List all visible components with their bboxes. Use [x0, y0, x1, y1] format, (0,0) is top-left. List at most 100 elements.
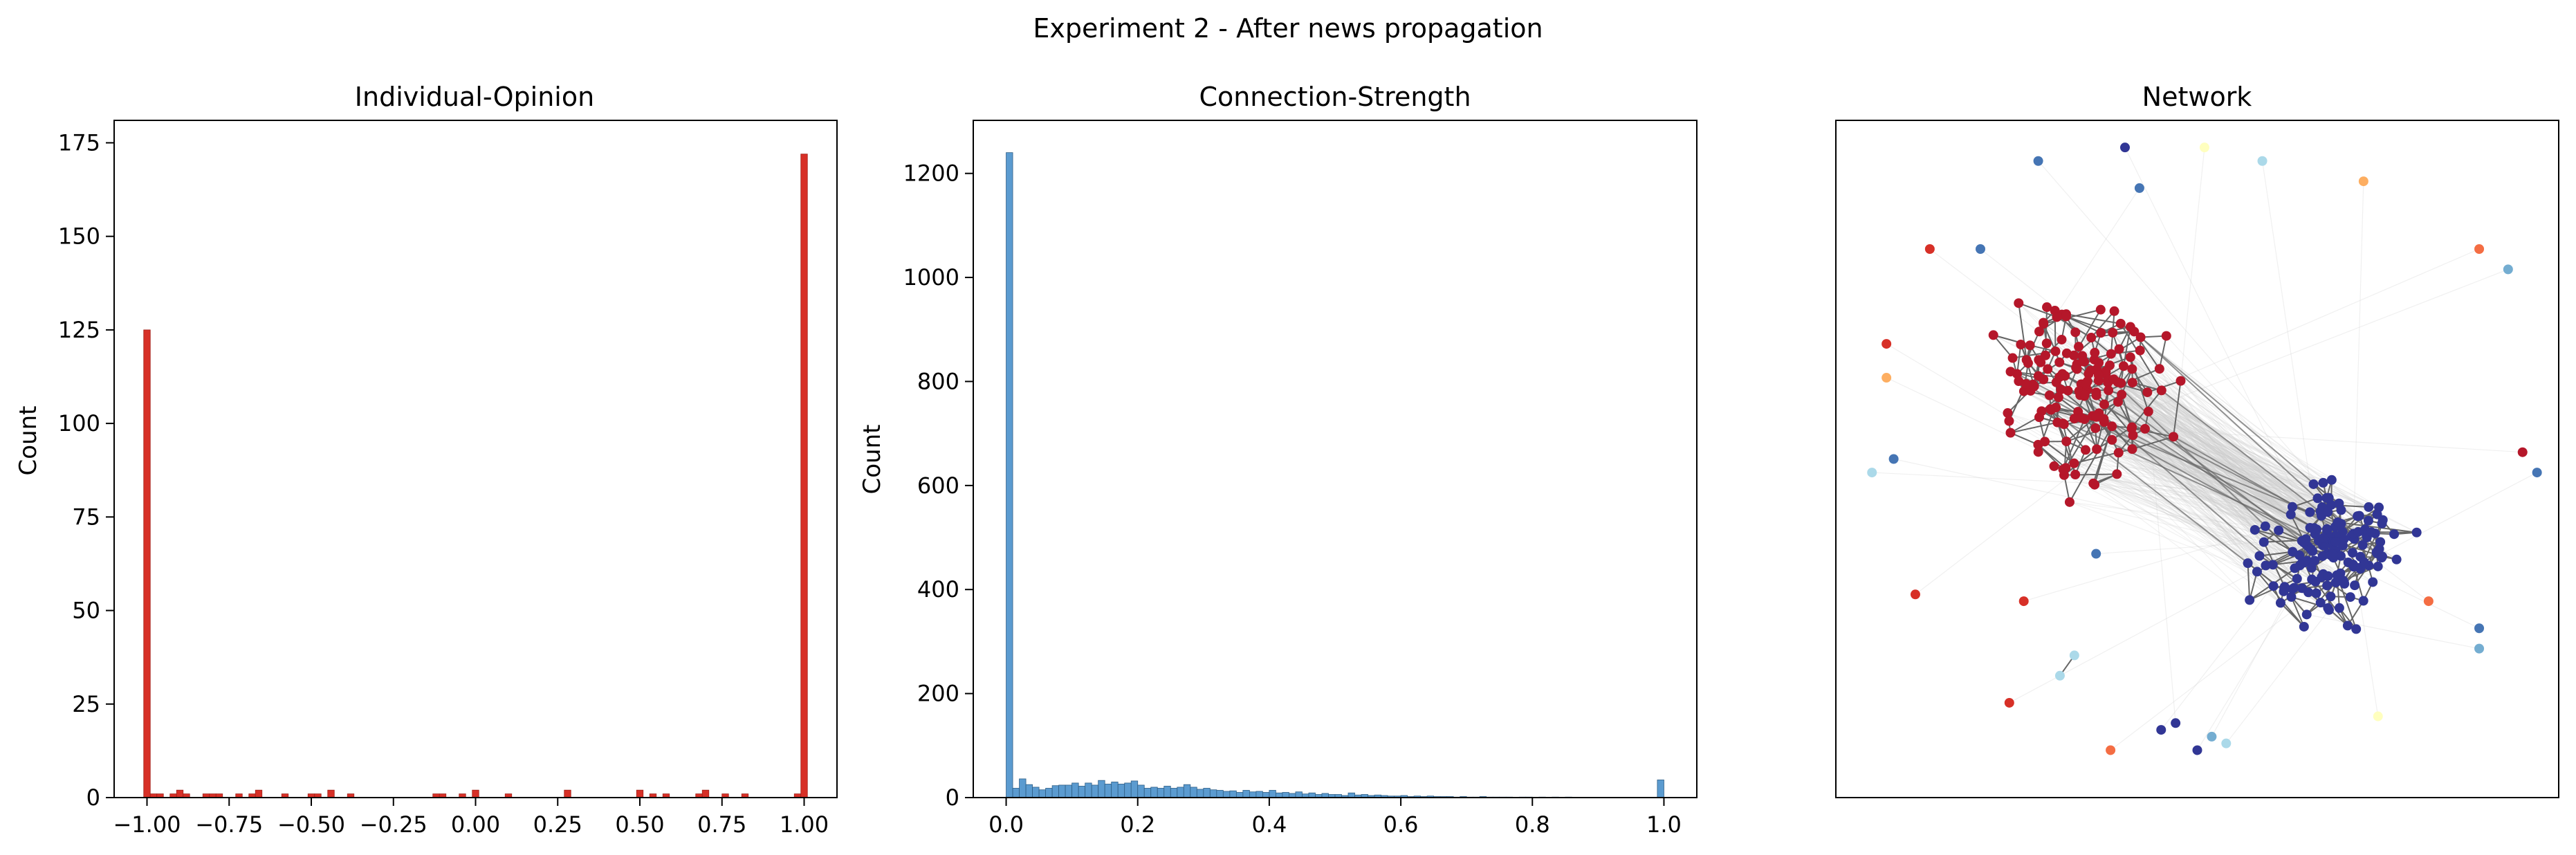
- faint-edge: [2094, 352, 2322, 578]
- y-tick-label: 150: [58, 223, 100, 250]
- network-node: [2003, 408, 2013, 419]
- faint-edge: [2124, 147, 2316, 535]
- network-node: [2275, 598, 2285, 608]
- strength-bar: [1308, 792, 1316, 798]
- x-tick-label: −0.75: [195, 811, 263, 838]
- faint-edge: [2063, 469, 2293, 508]
- network-node: [2368, 577, 2378, 587]
- y-tick-label: 0: [86, 784, 100, 811]
- network-edge: [2123, 327, 2131, 367]
- y-tick-label: 800: [917, 368, 959, 394]
- strength-bar: [1216, 790, 1224, 798]
- faint-edge: [2140, 337, 2395, 535]
- faint-edge: [2107, 382, 2274, 587]
- network-node: [2039, 374, 2049, 385]
- network-node: [1976, 244, 1985, 255]
- faint-edge: [2018, 302, 2326, 546]
- network-node: [2127, 378, 2137, 388]
- network-node: [2016, 340, 2026, 350]
- faint-edge: [2092, 483, 2250, 600]
- strength-bar: [1150, 787, 1158, 798]
- strength-bar: [1190, 787, 1197, 798]
- network-node: [2323, 571, 2333, 581]
- strength-bar: [1269, 790, 1276, 798]
- network-node: [2120, 142, 2130, 153]
- faint-edge: [2111, 425, 2305, 627]
- faint-edge: [2046, 342, 2256, 531]
- network-node: [2372, 509, 2382, 520]
- faint-edge: [2119, 349, 2312, 550]
- y-tick-label: 400: [917, 576, 959, 603]
- faint-edge: [2112, 332, 2384, 521]
- network-edge: [2158, 335, 2167, 369]
- faint-edge: [2060, 389, 2274, 587]
- network-node: [2323, 603, 2333, 613]
- network-node: [2503, 264, 2513, 275]
- faint-edge: [2021, 344, 2337, 576]
- network-node: [2118, 361, 2128, 371]
- network-node: [2107, 434, 2117, 445]
- opinion-bar: [800, 154, 808, 798]
- network-node: [2258, 537, 2269, 547]
- faint-edge: [2063, 475, 2332, 506]
- network-node: [2086, 365, 2096, 376]
- network-node: [2337, 526, 2348, 537]
- strength-bar: [1183, 784, 1191, 798]
- network-node: [2257, 156, 2267, 166]
- network-node: [2088, 478, 2099, 488]
- network-node: [2050, 346, 2061, 356]
- network-node: [2287, 502, 2297, 512]
- opinion-bar: [255, 789, 263, 798]
- network-node: [2309, 523, 2319, 533]
- network-title: Network: [2142, 82, 2252, 112]
- network-node: [2107, 421, 2117, 432]
- strength-histogram-title: Connection-Strength: [1199, 82, 1471, 112]
- network-node: [2014, 376, 2024, 387]
- strength-bar: [1242, 790, 1250, 798]
- faint-edge: [2007, 412, 2338, 523]
- network-nodes: [1867, 142, 2542, 755]
- network-node: [2069, 350, 2079, 360]
- network-node: [2091, 549, 2101, 559]
- network-node: [2154, 364, 2164, 374]
- network-node: [2350, 580, 2360, 591]
- network-node: [2358, 176, 2368, 187]
- faint-edge: [2103, 418, 2306, 544]
- network-node: [2347, 548, 2357, 558]
- network-faint-edges: [1872, 147, 2537, 751]
- network-node: [2474, 643, 2485, 654]
- network-node: [2129, 327, 2140, 337]
- network-node: [1910, 589, 1920, 600]
- network-node: [2377, 518, 2387, 528]
- network-node: [2052, 312, 2062, 322]
- network-edge: [2173, 380, 2182, 437]
- network-node: [1882, 373, 1892, 383]
- strength-bar: [1085, 782, 1092, 798]
- network-node: [2041, 338, 2052, 349]
- network-node: [2221, 738, 2232, 748]
- network-edge: [2368, 523, 2383, 566]
- faint-edge: [2353, 181, 2364, 534]
- x-tick-label: 0.2: [1120, 811, 1155, 838]
- faint-edge: [2007, 412, 2342, 557]
- strength-bar: [1098, 780, 1105, 798]
- network-node: [2069, 650, 2079, 661]
- opinion-histogram-frame: [113, 120, 838, 798]
- network-node: [2359, 557, 2369, 567]
- network-node: [2334, 498, 2344, 508]
- faint-edge: [2043, 379, 2293, 553]
- network-node: [2268, 581, 2279, 591]
- strength-bar: [1071, 782, 1079, 798]
- faint-edge: [2046, 342, 2331, 556]
- faint-edge: [2077, 411, 2315, 528]
- network-edge: [2066, 315, 2113, 333]
- network-node: [1888, 454, 1899, 464]
- strength-bar: [1249, 791, 1257, 798]
- faint-edge: [2066, 268, 2509, 442]
- network-node: [2338, 576, 2348, 586]
- faint-edge: [2097, 448, 2359, 517]
- network-node: [2051, 377, 2061, 387]
- strength-bar: [1170, 788, 1178, 798]
- network-node: [2326, 475, 2337, 485]
